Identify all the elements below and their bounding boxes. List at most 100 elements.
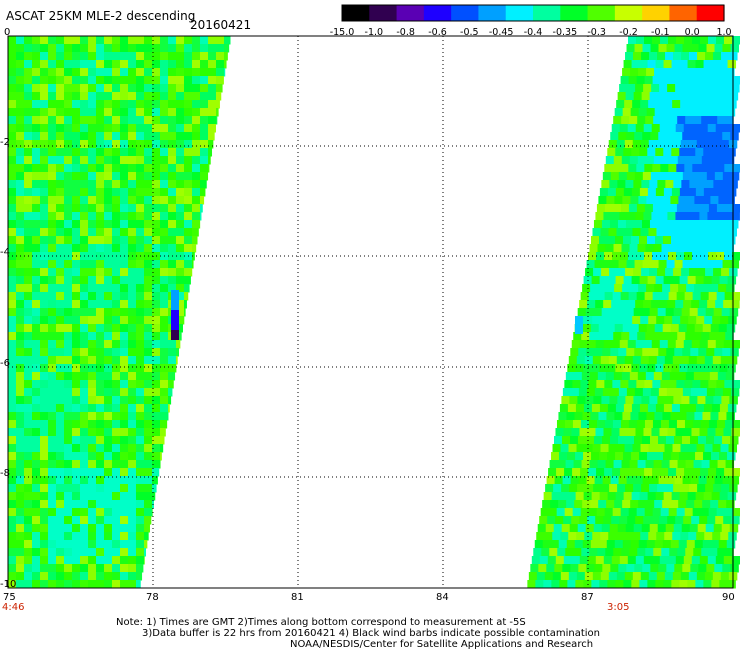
swath-cell <box>619 428 628 437</box>
swath-cell <box>718 324 728 333</box>
swath-cell <box>40 284 49 293</box>
swath-cell <box>32 372 41 381</box>
swath-cell <box>8 292 17 301</box>
swath-cell <box>80 84 89 93</box>
swath-cell <box>160 156 169 165</box>
swath-cell <box>152 116 161 125</box>
swath-cell <box>144 164 153 173</box>
swath-cell <box>590 500 599 509</box>
y-tick-2: -4 <box>0 247 10 258</box>
swath-cell <box>642 44 652 53</box>
swath-cell <box>64 396 73 405</box>
swath-cell <box>80 100 89 109</box>
swath-cell <box>88 364 97 373</box>
swath-cell <box>120 396 129 405</box>
swath-cell <box>120 124 129 133</box>
swath-cell <box>168 244 177 253</box>
swath-cell <box>614 284 623 293</box>
swath-cell <box>658 564 667 573</box>
swath-cell <box>675 300 684 309</box>
swath-cell <box>640 356 650 365</box>
swath-cell <box>562 436 571 445</box>
swath-cell <box>160 164 169 173</box>
swath-cell <box>72 236 81 245</box>
swath-cell <box>677 548 686 557</box>
swath-cell <box>717 116 726 125</box>
swath-cell <box>136 44 145 53</box>
swath-cell <box>104 68 113 77</box>
swath-cell <box>618 172 628 181</box>
swath-cell <box>729 92 739 101</box>
swath-cell <box>192 148 201 157</box>
swath-cell <box>144 124 153 133</box>
swath-cell <box>16 164 25 173</box>
swath-cell <box>88 116 97 125</box>
swath-cell <box>591 492 601 501</box>
swath-cell <box>24 228 33 237</box>
swath-cell <box>96 284 105 293</box>
swath-cell <box>56 172 65 181</box>
swath-cell <box>72 52 81 61</box>
swath-cell <box>136 220 145 229</box>
swath-cell <box>617 308 627 317</box>
swath-cell <box>104 284 113 293</box>
swath-cell <box>684 420 694 429</box>
swath-cell <box>687 276 697 285</box>
swath-cell <box>16 244 25 253</box>
swath-cell <box>705 220 715 229</box>
swath-cell <box>609 268 618 277</box>
swath-cell <box>643 212 652 221</box>
swath-cell <box>80 524 89 533</box>
swath-cell <box>600 356 610 365</box>
swath-cell <box>655 188 665 197</box>
swath-cell <box>552 572 562 581</box>
swath-cell <box>96 476 105 485</box>
swath-cell <box>565 548 574 557</box>
swath-cell <box>128 36 137 45</box>
swath-cell <box>629 460 639 469</box>
swath-cell <box>676 420 686 429</box>
swath-cell <box>651 300 660 309</box>
swath-cell <box>631 492 641 501</box>
swath-cell <box>732 468 740 477</box>
swath-cell <box>8 244 17 253</box>
swath-cell <box>564 508 574 517</box>
swath-cell <box>96 316 105 325</box>
swath-cell <box>726 284 735 293</box>
swath-cell <box>651 428 660 437</box>
swath-cell <box>96 292 105 301</box>
swath-cell <box>624 316 633 325</box>
swath-cell <box>104 372 113 381</box>
swath-cell <box>80 132 89 141</box>
swath-cell <box>701 460 711 469</box>
swath-cell <box>726 108 736 117</box>
swath-cell <box>136 404 145 413</box>
swath-cell <box>72 140 81 149</box>
swath-cell <box>630 540 640 549</box>
swath-cell <box>32 212 41 221</box>
swath-cell <box>618 564 627 573</box>
swath-cell <box>24 428 33 437</box>
swath-cell <box>80 364 89 373</box>
swath-cell <box>699 428 708 437</box>
swath-cell <box>631 580 640 589</box>
swath-cell <box>104 172 113 181</box>
swath-cell <box>656 444 666 453</box>
swath-cell <box>684 164 693 173</box>
swath-cell <box>56 524 65 533</box>
swath-cell <box>184 52 193 61</box>
swath-cell <box>726 68 735 77</box>
swath-cell <box>640 228 649 237</box>
swath-cell <box>136 92 145 101</box>
swath-cell <box>605 372 615 381</box>
swath-cell <box>705 180 714 189</box>
swath-cell <box>695 276 705 285</box>
swath-cell <box>676 76 686 85</box>
swath-cell <box>24 332 33 341</box>
swath-cell <box>88 100 97 109</box>
swath-cell <box>609 220 619 229</box>
swath-cell <box>112 532 121 541</box>
swath-cell <box>152 148 161 157</box>
swath-cell <box>96 180 105 189</box>
swath-cell <box>136 340 145 349</box>
